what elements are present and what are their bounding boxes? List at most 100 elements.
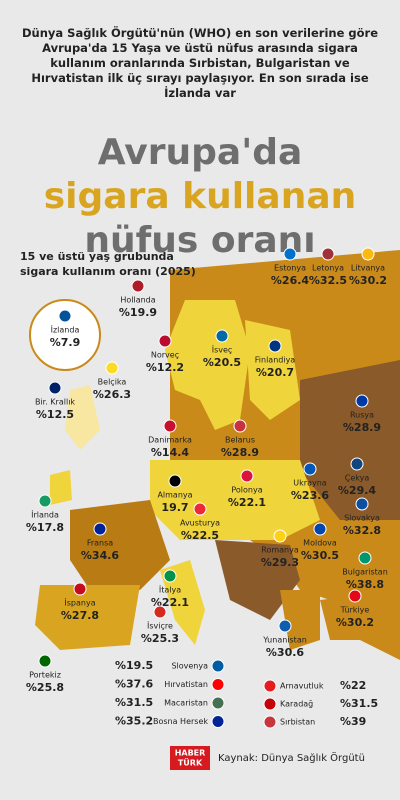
flag	[268, 339, 282, 353]
region	[50, 470, 72, 505]
list-name: Slovenya	[171, 662, 208, 671]
flag	[358, 551, 372, 565]
flag	[273, 529, 287, 543]
country-name: Fransa	[87, 539, 113, 548]
country-name: Finlandiya	[255, 356, 296, 365]
logo-text: HABER	[175, 749, 206, 758]
inset-circle	[29, 299, 101, 371]
country-value: %28.9	[343, 421, 381, 434]
country-value: %34.6	[81, 549, 120, 562]
flag	[263, 679, 277, 693]
country-name: Slovakya	[344, 514, 380, 523]
flag	[348, 589, 362, 603]
region	[320, 590, 400, 640]
title-line: Avrupa'da	[97, 132, 303, 173]
list-value: %39	[340, 715, 366, 728]
region	[280, 590, 320, 650]
flag	[153, 605, 167, 619]
flag	[240, 469, 254, 483]
flag	[233, 419, 247, 433]
logo	[170, 746, 210, 770]
flag	[361, 247, 375, 261]
country-value: %30.2	[349, 274, 387, 287]
country-name: Çekya	[345, 474, 370, 483]
country-value: %17.8	[26, 521, 64, 534]
flag	[163, 419, 177, 433]
logo-text: TÜRK	[178, 758, 203, 768]
list-value: %31.5	[115, 696, 153, 709]
flag	[211, 696, 225, 710]
country-name: Litvanya	[351, 264, 385, 273]
region	[300, 360, 400, 520]
country-name: Danimarka	[148, 436, 192, 445]
region	[215, 540, 300, 620]
country-name: Belarus	[225, 436, 255, 445]
flag	[73, 582, 87, 596]
flag	[105, 361, 119, 375]
list-value: %37.6	[115, 678, 154, 691]
country-name: İsviçre	[147, 621, 173, 631]
flag	[58, 309, 72, 323]
country-value: %30.5	[301, 549, 339, 562]
country-value: %32.8	[343, 524, 381, 537]
country-value: %27.8	[61, 609, 99, 622]
country-value: %25.3	[141, 632, 179, 645]
country-value: %30.6	[266, 646, 305, 659]
flag	[355, 497, 369, 511]
flag	[211, 715, 225, 728]
list-value: %35.2	[115, 715, 153, 728]
country-name: İtalya	[159, 585, 181, 595]
land	[35, 250, 400, 660]
list-name: Karadağ	[280, 700, 313, 709]
country-value: %7.9	[50, 336, 81, 349]
country-value: %12.2	[146, 361, 184, 374]
flag	[211, 678, 225, 691]
country-name: Bulgaristan	[342, 568, 388, 577]
country-value: %12.5	[36, 408, 74, 421]
country-value: %19.9	[119, 306, 157, 319]
flag	[168, 474, 182, 488]
flag	[215, 329, 229, 343]
region	[150, 460, 320, 540]
country-value: %32.5	[309, 274, 347, 287]
country-name: İrlanda	[31, 510, 59, 520]
flag	[263, 697, 277, 711]
country-name: Rusya	[350, 411, 374, 420]
list-value: %22	[340, 679, 366, 692]
region	[70, 500, 170, 590]
flag	[38, 654, 52, 668]
list-value: %31.5	[340, 697, 378, 710]
flag	[163, 569, 177, 583]
country-value: %23.6	[291, 489, 330, 502]
flag	[355, 394, 369, 408]
flag	[93, 522, 107, 536]
country-value: 19.7	[161, 501, 188, 514]
country-name: Estonya	[274, 264, 306, 273]
country-value: %29.4	[338, 484, 377, 497]
country-name: Almanya	[157, 491, 192, 500]
flag	[158, 334, 172, 348]
country-name: Hollanda	[120, 296, 155, 305]
country-name: İzlanda	[51, 325, 80, 335]
country-name: Letonya	[312, 264, 344, 273]
country-name: İspanya	[64, 598, 95, 608]
flag	[48, 381, 62, 395]
region	[245, 320, 300, 420]
title-line: nüfus oranı	[84, 220, 316, 261]
country-name: Norveç	[151, 351, 179, 360]
country-name: Bir. Krallık	[35, 398, 75, 407]
country-value: %25.8	[26, 681, 64, 694]
flag	[321, 247, 335, 261]
intro: Dünya Sağlık Örgütü'nün (WHO) en son ver…	[21, 26, 378, 100]
region	[65, 385, 100, 450]
country-value: %20.5	[203, 356, 241, 369]
flag	[278, 619, 292, 633]
subtitle: sigara kullanım oranı (2025)	[20, 265, 196, 278]
region	[35, 585, 140, 650]
flag	[283, 247, 297, 261]
country-value: %28.9	[221, 446, 259, 459]
country-value: %26.3	[93, 388, 131, 401]
flag	[263, 715, 277, 729]
list-name: Arnavutluk	[280, 682, 324, 691]
